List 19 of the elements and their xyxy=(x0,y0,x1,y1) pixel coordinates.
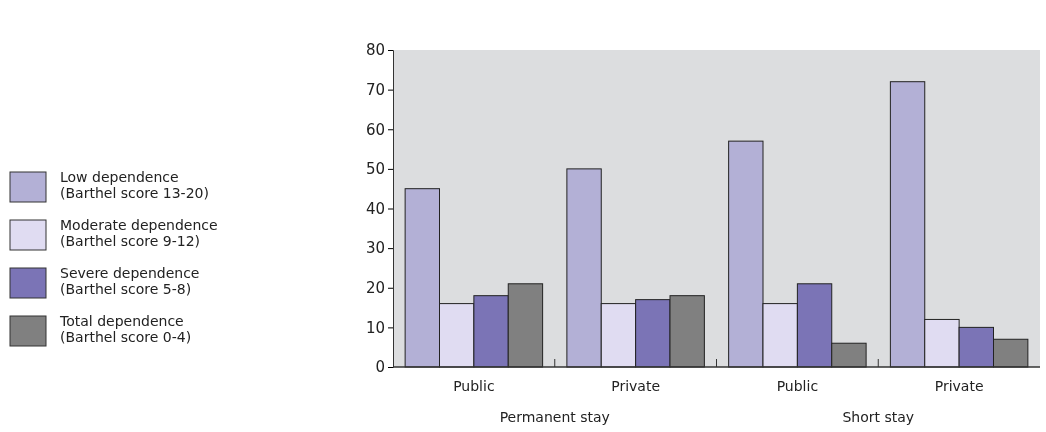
y-tick-label: 30 xyxy=(365,239,385,258)
x-tick-label: Public xyxy=(453,378,495,394)
y-tick-label: 40 xyxy=(365,199,385,218)
y-tick-label: 0 xyxy=(375,358,385,377)
legend-label: Moderate dependence (Barthel score 9-12) xyxy=(60,217,218,249)
text: Permanent stay xyxy=(499,409,610,425)
x-tick-label: Private xyxy=(611,378,661,394)
legend-label: Low dependence (Barthel score 13-20) xyxy=(60,169,209,201)
y-tick-label: 20 xyxy=(365,279,385,298)
y-tick-label: 50 xyxy=(365,160,385,179)
text: Short stay xyxy=(842,409,915,425)
y-tick-label: 70 xyxy=(365,80,385,99)
y-tick-label: 80 xyxy=(365,41,385,60)
x-tick-label: Private xyxy=(934,378,984,394)
y-tick-label: 60 xyxy=(365,120,385,139)
legend-label: Severe dependence (Barthel score 5-8) xyxy=(60,265,200,297)
x-tick-label: Public xyxy=(776,378,819,394)
y-tick-label: 10 xyxy=(365,318,385,337)
legend-label: Total dependence (Barthel score 0-4) xyxy=(59,313,192,345)
